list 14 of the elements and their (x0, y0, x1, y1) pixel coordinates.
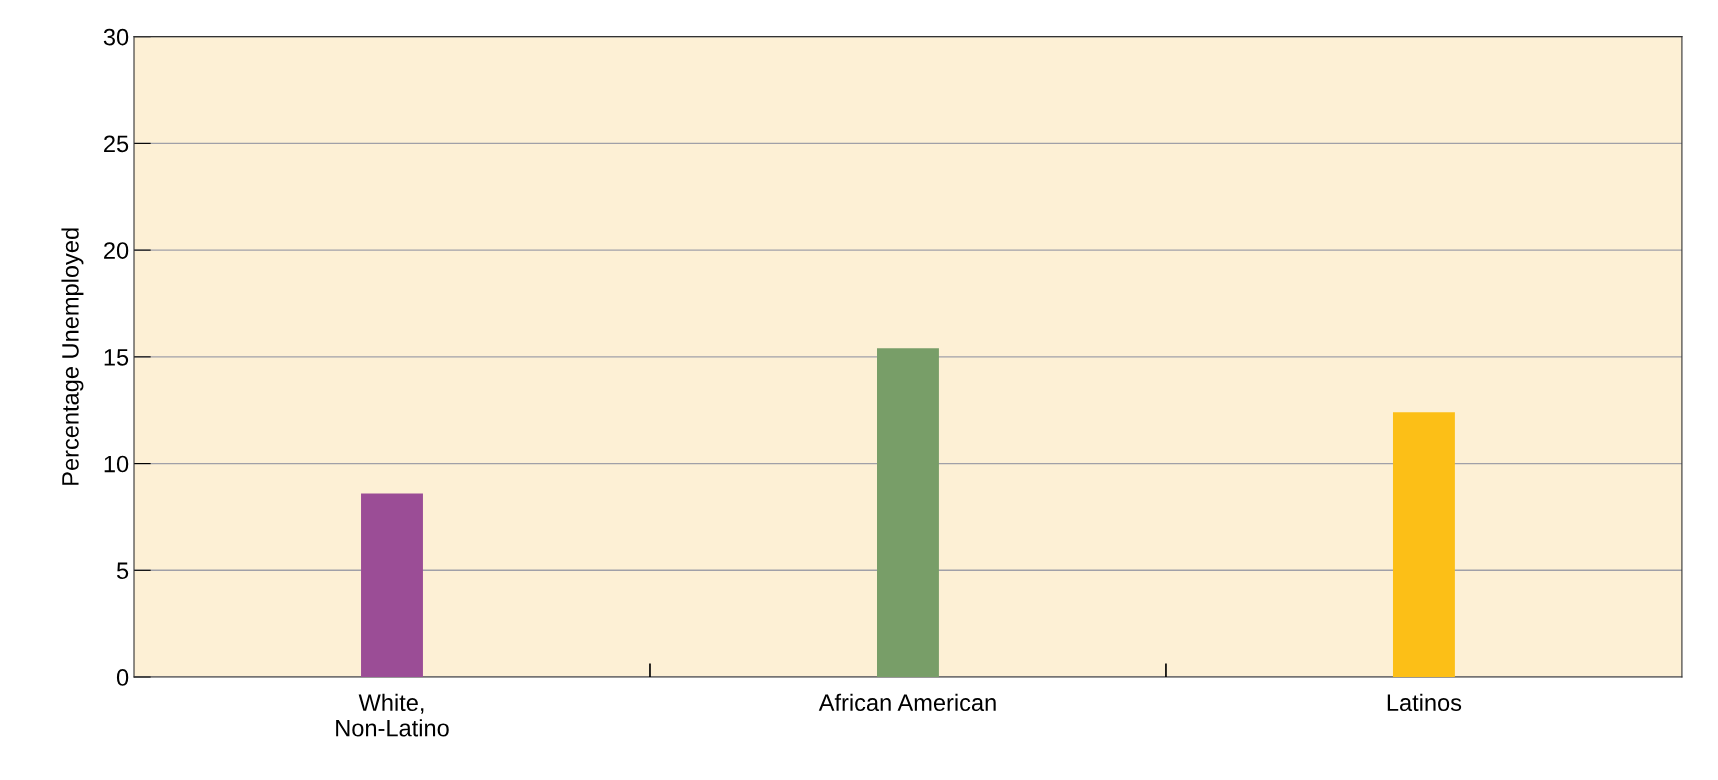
y-tick-label: 25 (104, 135, 129, 153)
x-tick-label: White, Non-Latino (336, 693, 449, 737)
y-tick-label: 0 (116, 669, 129, 686)
x-tick-label: African American (818, 693, 996, 712)
x-tick-label: Latinos (1387, 693, 1462, 712)
bar (1392, 412, 1455, 678)
bar (361, 493, 423, 678)
y-tick-label: 20 (104, 242, 129, 259)
y-axis-title: Percentage Unemployed (61, 228, 84, 485)
y-tick-label: 5 (116, 562, 129, 580)
bar (877, 348, 939, 678)
y-tick-label: 10 (104, 455, 129, 473)
y-tick-label: 15 (104, 349, 129, 366)
y-tick-label: 30 (103, 28, 129, 46)
